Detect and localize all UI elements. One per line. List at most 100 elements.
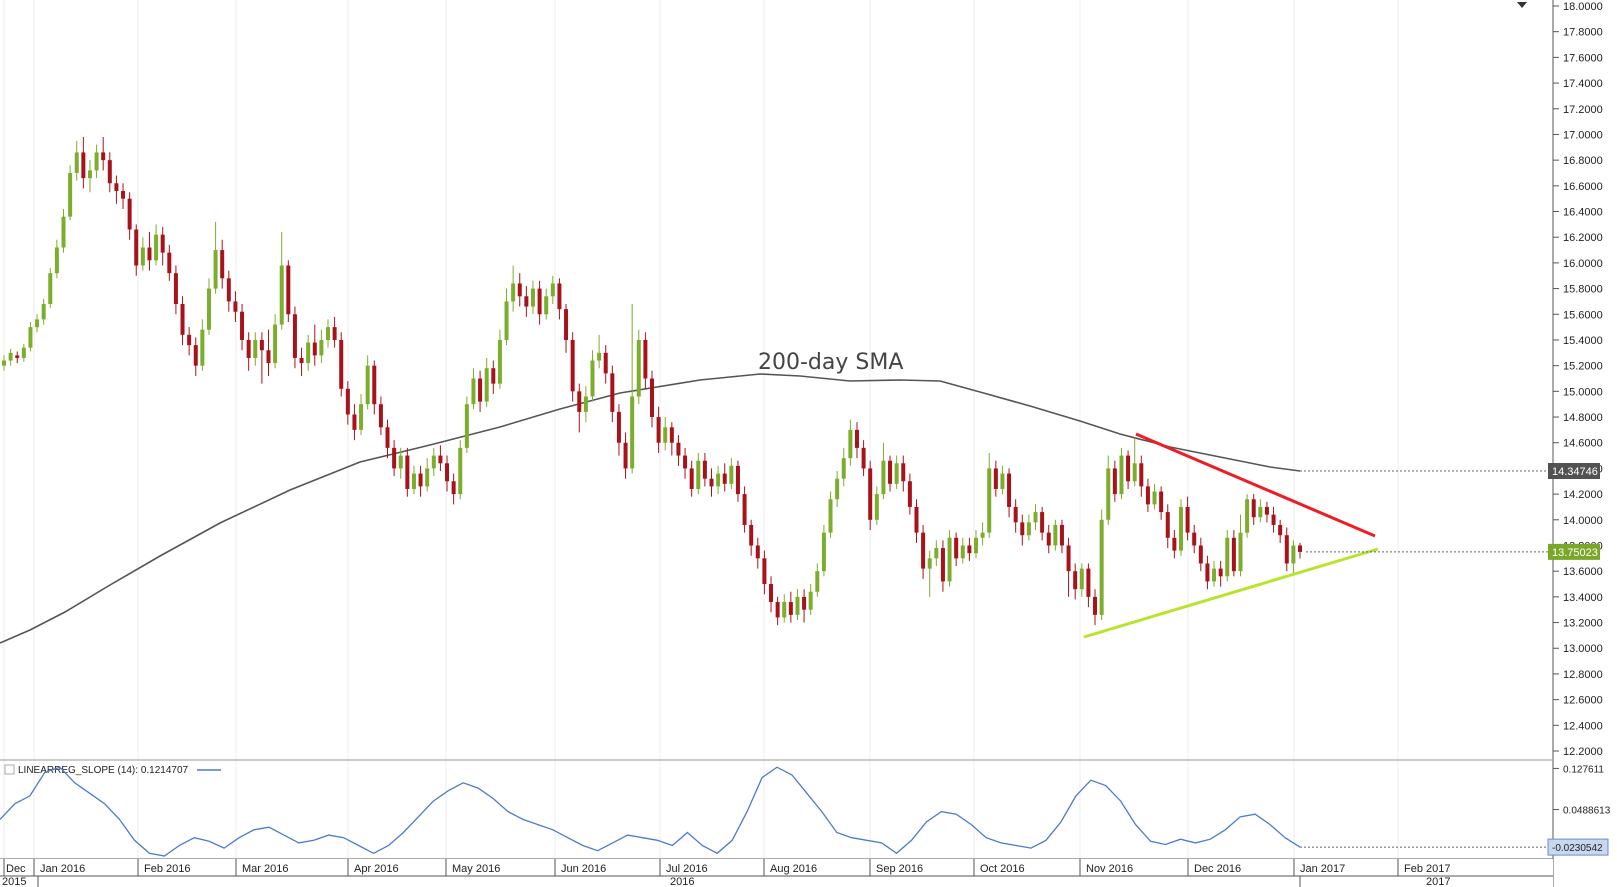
- month-label: Sep 2016: [876, 863, 923, 875]
- candle-body: [61, 216, 66, 248]
- candle-body: [1251, 499, 1256, 518]
- candle-body: [597, 352, 602, 361]
- sma-200-line: [0, 373, 1301, 644]
- candle-body: [345, 388, 350, 415]
- candle-body: [1205, 563, 1210, 582]
- candle-body: [365, 365, 370, 405]
- candle-body: [193, 345, 198, 366]
- price-tick-label: 15.8000: [1563, 284, 1603, 296]
- candle-body: [993, 468, 998, 489]
- candle-body: [292, 314, 297, 358]
- candle-body: [709, 478, 714, 487]
- month-label: Jan 2017: [1300, 863, 1345, 875]
- candle-body: [874, 494, 879, 520]
- indicator-pane: LINEARREG_SLOPE (14): 0.1214707 0.127611 0…: [0, 764, 1611, 857]
- candle-body: [1007, 473, 1012, 507]
- candle-body: [894, 463, 899, 484]
- candle-body: [901, 463, 906, 482]
- candle-body: [451, 481, 456, 495]
- candle-body: [742, 494, 747, 525]
- candle-body: [821, 532, 826, 572]
- candle-body: [173, 273, 178, 304]
- candle-body: [683, 455, 688, 469]
- candle-body: [147, 247, 152, 261]
- candle-body: [557, 283, 562, 310]
- candle-body: [1093, 596, 1098, 615]
- candle-body: [815, 571, 820, 592]
- candle-body: [570, 339, 575, 392]
- candle-body: [352, 414, 357, 430]
- candle-body: [1264, 506, 1269, 515]
- candle-body: [544, 296, 549, 315]
- candle-body: [54, 247, 59, 274]
- candle-body: [782, 602, 787, 618]
- candle-body: [273, 324, 278, 364]
- candle-body: [755, 545, 760, 559]
- candle-body: [907, 481, 912, 507]
- resistance-trendline: [1135, 432, 1376, 538]
- candle-body: [35, 319, 40, 328]
- candle-body: [524, 296, 529, 307]
- candle-body: [398, 455, 403, 469]
- candle-body: [200, 329, 205, 366]
- last-price-text: 13.75023: [1552, 547, 1598, 559]
- candle-body: [1185, 506, 1190, 533]
- candle-body: [636, 339, 641, 397]
- candle-body: [213, 250, 218, 289]
- candle-body: [326, 327, 330, 340]
- candle-body: [868, 468, 873, 520]
- price-tick-label: 13.0000: [1563, 643, 1603, 655]
- candle-body: [808, 591, 813, 610]
- indicator-toggle-checkbox[interactable]: [4, 764, 15, 775]
- candle-body: [1112, 468, 1117, 495]
- price-tick-label: 16.8000: [1563, 155, 1603, 167]
- candle-body: [689, 468, 694, 489]
- candle-body: [48, 273, 53, 304]
- candle-body: [1225, 537, 1230, 577]
- candle-body: [1218, 568, 1223, 577]
- month-label: Jun 2016: [561, 863, 606, 875]
- price-tick-label: 16.0000: [1563, 258, 1603, 270]
- candle-body: [511, 283, 516, 302]
- candle-body: [81, 152, 86, 179]
- candle-body: [980, 532, 985, 538]
- indicator-label: LINEARREG_SLOPE (14): 0.1214707: [18, 765, 189, 776]
- candle-body: [220, 250, 225, 279]
- candle-body: [233, 301, 238, 312]
- price-tick-label: 14.8000: [1563, 412, 1603, 424]
- candle-body: [603, 352, 608, 374]
- candle-body: [696, 460, 701, 489]
- support-trendline: [1083, 547, 1379, 639]
- month-label: Aug 2016: [770, 863, 817, 875]
- candle-body: [722, 473, 727, 484]
- candle-body: [927, 558, 932, 569]
- candle-body: [411, 473, 416, 489]
- menu-arrow-icon[interactable]: [1517, 2, 1527, 8]
- candle-body: [802, 596, 807, 610]
- candle-body: [828, 499, 833, 533]
- price-tick-label: 12.4000: [1563, 720, 1603, 732]
- candle-body: [762, 558, 767, 585]
- candle-body: [517, 283, 522, 297]
- candle-body: [1079, 568, 1084, 590]
- candle-body: [438, 455, 443, 464]
- candle-body: [68, 172, 73, 217]
- candle-body: [392, 447, 397, 469]
- month-label: Jan 2016: [40, 863, 85, 875]
- candle-body: [1178, 506, 1183, 551]
- time-axis: Dec Jan 2016 Feb 2016 Mar 2016 Apr 2016 May 2…: [0, 859, 1553, 887]
- candle-body: [286, 265, 291, 315]
- indicator-badge: [1547, 838, 1609, 856]
- candle-body: [1046, 532, 1051, 546]
- price-tick-label: 14.2000: [1563, 489, 1603, 501]
- month-label: Apr 2016: [354, 863, 399, 875]
- candle-body: [623, 442, 628, 469]
- month-label: Feb 2016: [144, 863, 190, 875]
- candle-body: [1086, 568, 1091, 597]
- candle-body: [940, 548, 945, 582]
- candle-body: [650, 378, 654, 418]
- candlestick-series: [2, 137, 1302, 626]
- month-label: Dec 2016: [1194, 863, 1241, 875]
- candle-body: [775, 602, 780, 618]
- candle-body: [1291, 545, 1296, 564]
